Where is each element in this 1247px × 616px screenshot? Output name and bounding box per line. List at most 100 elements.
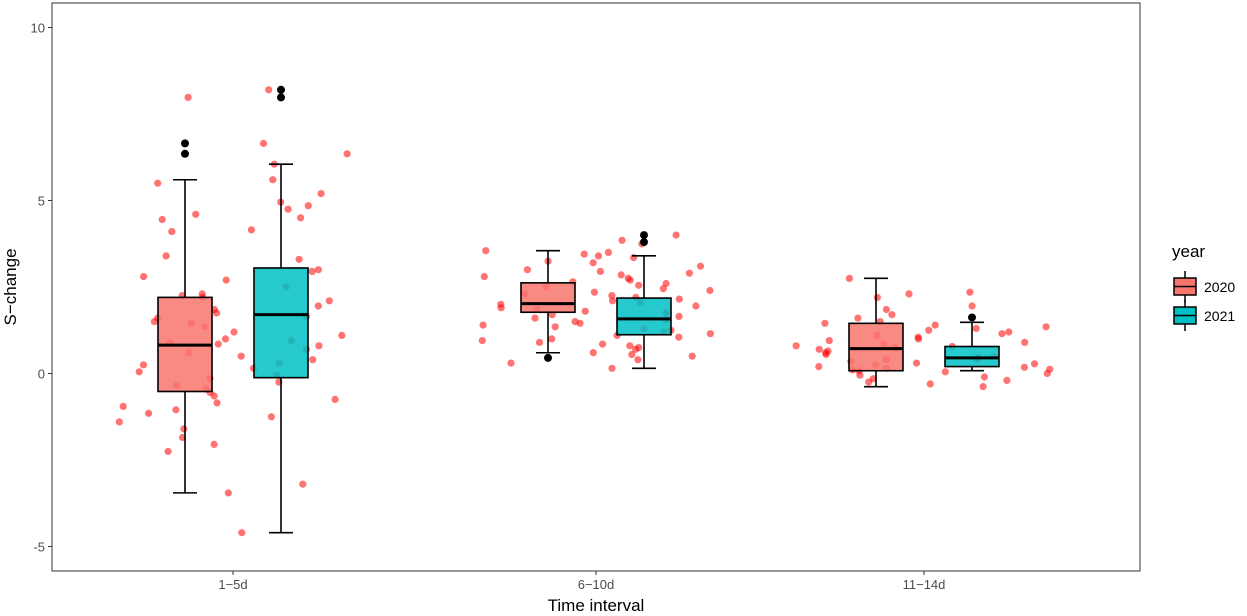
jitter-point: [685, 269, 694, 277]
jitter-point: [237, 352, 245, 360]
jitter-point: [267, 413, 275, 421]
jitter-point: [968, 302, 976, 310]
jitter-point: [210, 440, 218, 448]
jitter-point: [688, 352, 696, 360]
jitter-point: [338, 331, 346, 339]
jitter-point: [912, 359, 921, 367]
jitter-point: [269, 176, 277, 184]
jitter-point: [507, 359, 515, 367]
outlier-point: [640, 231, 648, 240]
jitter-point: [925, 326, 933, 334]
y-axis: -5 0 5 10: [31, 21, 52, 555]
jitter-point: [172, 406, 180, 414]
jitter-point: [214, 340, 222, 348]
jitter-point: [589, 259, 597, 267]
jitter-point: [675, 295, 683, 303]
jitter-point: [581, 307, 589, 315]
jitter-point: [158, 215, 166, 224]
jitter-point: [162, 252, 170, 260]
jitter-point: [1021, 338, 1029, 346]
jitter-point: [659, 285, 667, 293]
jitter-point: [1005, 328, 1013, 336]
jitter-point: [308, 267, 316, 275]
jitter-point: [632, 345, 640, 353]
jitter-point: [224, 489, 232, 497]
jitter-point: [618, 236, 626, 244]
legend-label-2020: 2020: [1204, 279, 1235, 295]
jitter-point: [259, 139, 268, 147]
jitter-point: [210, 392, 218, 400]
jitter-point: [825, 337, 833, 345]
y-tick-label: -5: [33, 540, 45, 555]
jitter-point: [145, 409, 153, 417]
box-2020: [520, 282, 576, 314]
jitter-point: [1042, 323, 1050, 331]
y-tick-label: 5: [38, 194, 45, 209]
jitter-point: [888, 311, 896, 319]
jitter-point: [535, 338, 544, 346]
jitter-point: [314, 302, 322, 310]
jitter-point: [706, 286, 714, 295]
jitter-point: [675, 333, 683, 341]
jitter-point: [815, 363, 823, 371]
jitter-point: [284, 205, 292, 213]
x-axis-title: Time interval: [548, 596, 645, 615]
jitter-point: [479, 321, 487, 329]
jitter-point: [265, 86, 273, 94]
jitter-point: [980, 373, 989, 381]
jitter-point: [295, 255, 303, 263]
jitter-point: [865, 378, 873, 386]
outlier-point: [277, 85, 285, 94]
jitter-point: [331, 395, 339, 403]
jitter-point: [822, 350, 830, 359]
jitter-point: [482, 247, 490, 255]
jitter-point: [926, 380, 934, 388]
jitter-point: [247, 226, 255, 234]
jitter-point: [672, 231, 680, 239]
box-2020: [848, 322, 904, 372]
jitter-point: [343, 150, 351, 158]
jitter-point: [297, 214, 305, 222]
jitter-point: [139, 361, 148, 369]
jitter-point: [594, 252, 603, 260]
panel-border: [51, 2, 1141, 572]
jitter-point: [222, 276, 230, 284]
jitter-point: [604, 248, 613, 256]
jitter-point: [213, 399, 221, 407]
jitter-point: [168, 228, 176, 236]
jitter-point: [609, 297, 617, 305]
y-tick-label: 10: [31, 21, 45, 36]
boxes: [157, 85, 1000, 534]
jitter-point: [1003, 376, 1011, 384]
jitter-point: [856, 371, 864, 379]
x-tick-label: 11−14d: [903, 577, 946, 592]
jitter-point: [192, 210, 200, 218]
jitter-point: [626, 342, 634, 350]
jitter-point: [299, 480, 307, 488]
jitter-point: [635, 281, 643, 289]
jitter-point: [548, 335, 556, 343]
jitter-point: [184, 93, 192, 101]
jitter-point: [150, 318, 158, 326]
x-axis: 1−5d 6−10d 11−14d: [218, 571, 945, 592]
jitter-point: [180, 425, 188, 433]
jitter-point: [140, 273, 148, 281]
jitter-point: [998, 330, 1006, 338]
x-tick-label: 1−5d: [218, 577, 247, 592]
jitter-point: [164, 447, 172, 455]
jitter-point: [115, 418, 123, 426]
box-2021: [253, 267, 309, 379]
jitter-point: [325, 297, 333, 305]
jitter-point: [590, 288, 599, 296]
jitter-point: [598, 340, 607, 348]
jitter-point: [531, 314, 539, 322]
jitter-point: [905, 290, 913, 298]
jitter-point: [135, 368, 143, 376]
jitter-point: [304, 202, 312, 210]
jitter-point: [675, 312, 683, 320]
outlier-point: [544, 353, 552, 362]
jitter-point: [1030, 360, 1039, 368]
legend-title: year: [1172, 242, 1205, 261]
jitter-point: [230, 328, 238, 336]
